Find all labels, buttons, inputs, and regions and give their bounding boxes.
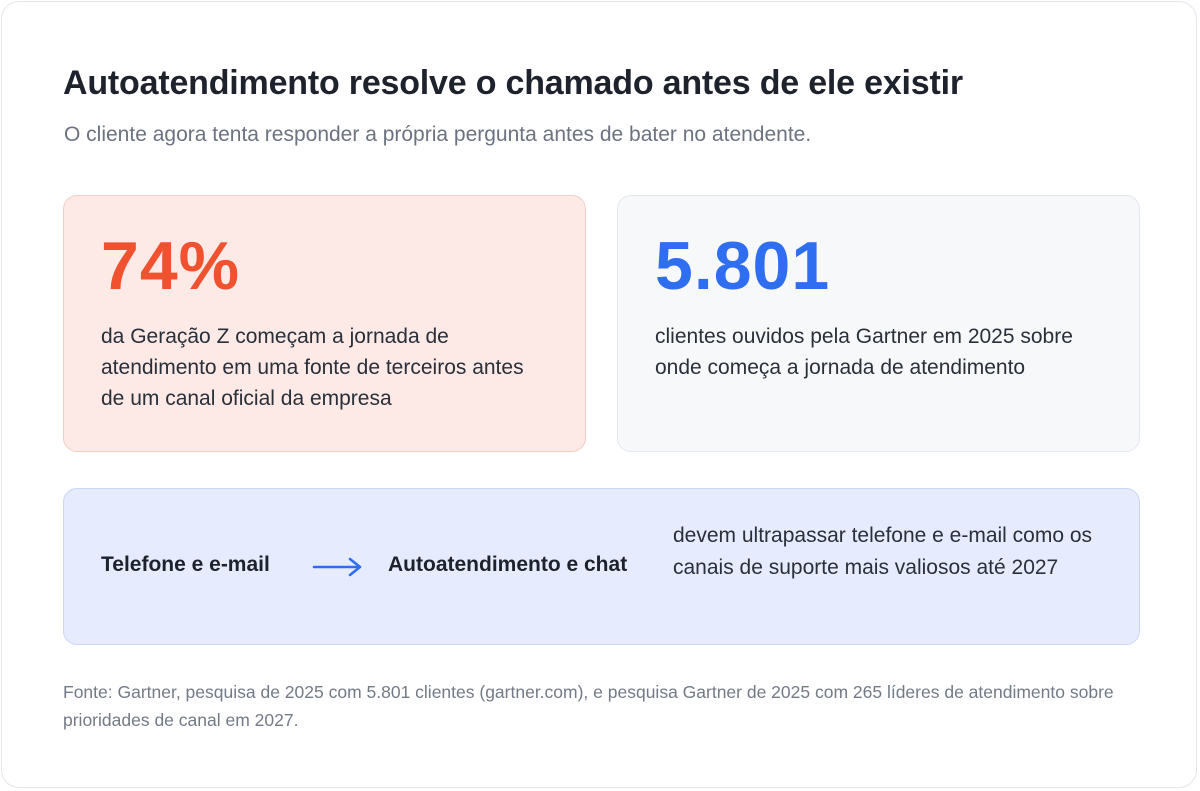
- stat-card-clients: 5.801 clientes ouvidos pela Gartner em 2…: [617, 195, 1140, 452]
- shift-description: devem ultrapassar telefone e e-mail como…: [673, 524, 1093, 579]
- source-note: Fonte: Gartner, pesquisa de 2025 com 5.8…: [63, 682, 1114, 730]
- stat-card-gen-z: 74% da Geração Z começam a jornada de at…: [63, 195, 586, 452]
- shift-from-label: Telefone e e-mail: [101, 553, 270, 576]
- shift-to-label: Autoatendimento e chat: [388, 553, 628, 576]
- stat-value: 5.801: [655, 228, 831, 304]
- channel-shift-panel: Telefone e e-mail Autoatendimento e chat…: [63, 488, 1140, 645]
- stat-description: clientes ouvidos pela Gartner em 2025 so…: [655, 325, 1073, 379]
- stat-description: da Geração Z começam a jornada de atendi…: [101, 325, 524, 410]
- page-title: Autoatendimento resolve o chamado antes …: [63, 64, 963, 102]
- page-subtitle: O cliente agora tenta responder a própri…: [64, 123, 812, 146]
- stat-value: 74%: [101, 228, 241, 304]
- arrow-right-icon: [312, 557, 362, 577]
